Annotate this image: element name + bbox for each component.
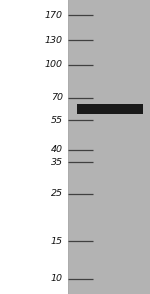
Text: 55: 55 (51, 116, 63, 125)
Text: 70: 70 (51, 93, 63, 102)
Text: 25: 25 (51, 189, 63, 198)
Bar (68, 0, 150, 294)
Text: 170: 170 (45, 11, 63, 20)
Text: 10: 10 (51, 274, 63, 283)
Text: 130: 130 (45, 36, 63, 45)
Text: 35: 35 (51, 158, 63, 167)
Text: 100: 100 (45, 60, 63, 69)
Bar (76, 104, 142, 114)
Text: 15: 15 (51, 237, 63, 245)
Text: 40: 40 (51, 145, 63, 154)
